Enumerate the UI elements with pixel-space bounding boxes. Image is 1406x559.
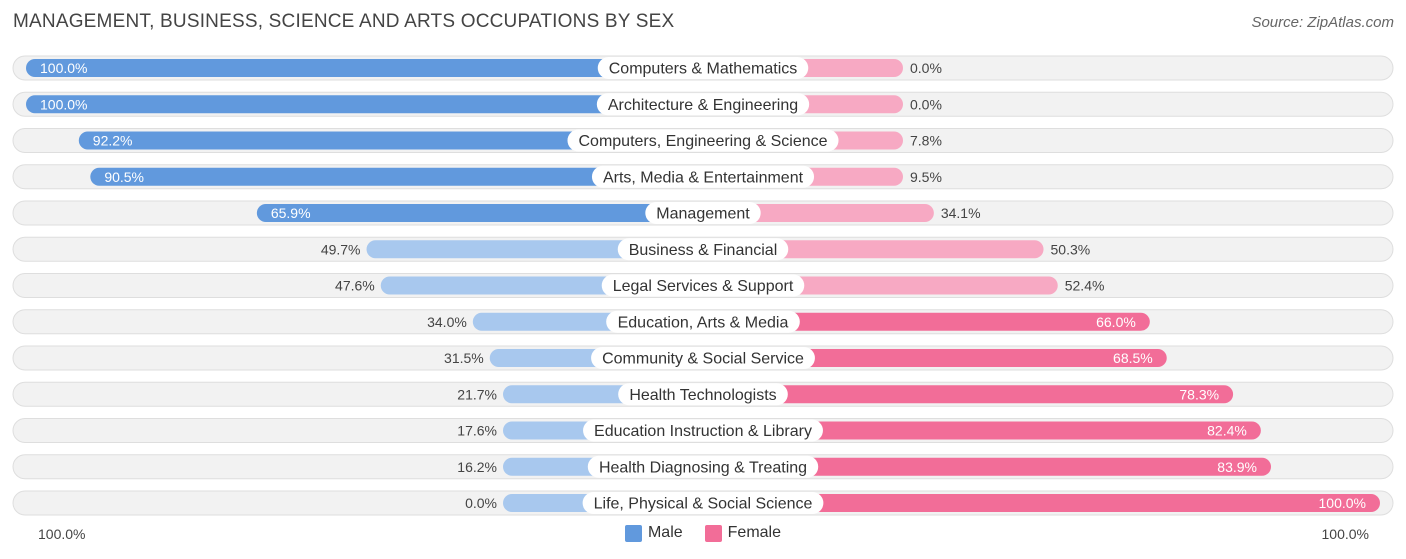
chart-title: MANAGEMENT, BUSINESS, SCIENCE AND ARTS O… <box>13 11 675 32</box>
chart-row[interactable]: Business & Financial 49.7% 50.3% <box>12 236 1394 262</box>
male-swatch <box>624 524 642 542</box>
male-value-label: 16.2% <box>457 459 497 475</box>
male-bar <box>26 59 703 77</box>
female-bar <box>703 349 1167 367</box>
female-bar <box>703 385 1234 404</box>
male-value-label: 90.5% <box>104 169 144 185</box>
category-pill <box>583 419 823 442</box>
male-bar <box>78 131 703 150</box>
legend: Male Female <box>0 524 1406 542</box>
chart-row[interactable]: Education, Arts & Media 34.0% 66.0% <box>12 309 1394 335</box>
category-label: Legal Services & Support <box>613 278 794 295</box>
legend-male-label: Male <box>647 524 683 541</box>
chart-row[interactable]: Computers, Engineering & Science 92.2% 7.8… <box>12 128 1394 153</box>
female-value-label: 34.1% <box>941 205 981 221</box>
category-label: Education Instruction & Library <box>594 423 812 440</box>
category-pill <box>645 202 761 224</box>
male-value-label: 49.7% <box>321 241 361 257</box>
category-label: Arts, Media & Entertainment <box>603 169 804 186</box>
female-bar <box>703 240 1044 259</box>
male-value-label: 47.6% <box>335 278 375 294</box>
female-bar <box>703 457 1272 476</box>
legend-item-female[interactable]: Female <box>704 524 782 542</box>
category-pill <box>601 274 805 297</box>
axis-left-label: 100.0% <box>38 526 86 542</box>
female-bar <box>703 312 1150 331</box>
male-value-label: 21.7% <box>457 386 497 402</box>
chart-row[interactable]: Architecture & Engineering 100.0% 0.0% <box>12 91 1394 117</box>
male-value-label: 0.0% <box>465 495 497 511</box>
female-bar <box>703 494 1380 512</box>
female-value-label: 52.4% <box>1065 278 1105 294</box>
category-label: Computers & Mathematics <box>609 61 798 78</box>
male-bar <box>90 167 703 186</box>
male-value-label: 17.6% <box>457 423 497 439</box>
category-pill <box>587 455 819 478</box>
male-value-label: 100.0% <box>40 96 87 112</box>
legend-item-male[interactable]: Male <box>624 524 683 542</box>
chart-row[interactable]: Education Instruction & Library 17.6% 82.4… <box>12 418 1394 443</box>
female-value-label: 0.0% <box>910 96 942 112</box>
female-value-label: 78.3% <box>1179 386 1219 402</box>
category-pill <box>597 57 809 79</box>
male-value-label: 100.0% <box>40 60 87 76</box>
female-value-label: 68.5% <box>1113 350 1153 366</box>
category-label: Education, Arts & Media <box>618 314 789 331</box>
category-label: Life, Physical & Social Science <box>594 496 813 513</box>
chart-row[interactable]: Community & Social Service 31.5% 68.5% <box>12 345 1394 371</box>
female-bar <box>703 204 934 222</box>
category-label: Computers, Engineering & Science <box>578 133 827 150</box>
category-pill <box>582 492 824 514</box>
chart-row[interactable]: Health Diagnosing & Treating 16.2% 83.9% <box>12 454 1394 480</box>
chart-row[interactable]: Computers & Mathematics 100.0% 0.0% <box>12 55 1394 81</box>
category-pill <box>618 383 788 406</box>
chart-row[interactable]: Management 65.9% 34.1% <box>12 200 1394 226</box>
source-label: Source: ZipAtlas.com <box>1251 14 1394 31</box>
axis-right-label: 100.0% <box>1321 526 1369 542</box>
male-value-label: 65.9% <box>271 205 311 221</box>
category-pill <box>591 165 815 188</box>
chart-row[interactable]: Legal Services & Support 47.6% 52.4% <box>12 273 1394 298</box>
male-bar <box>256 204 703 222</box>
category-label: Management <box>656 206 750 223</box>
female-value-label: 82.4% <box>1207 423 1247 439</box>
female-value-label: 50.3% <box>1051 241 1091 257</box>
category-label: Business & Financial <box>629 242 778 259</box>
chart-row[interactable]: Health Technologists 21.7% 78.3% <box>12 381 1394 407</box>
male-value-label: 31.5% <box>444 350 484 366</box>
legend-female-label: Female <box>727 524 782 541</box>
category-label: Architecture & Engineering <box>608 97 798 114</box>
chart-row[interactable]: Life, Physical & Social Science 0.0% 100.0… <box>12 490 1394 516</box>
female-value-label: 0.0% <box>910 60 942 76</box>
female-swatch <box>704 524 722 542</box>
category-pill <box>606 310 800 333</box>
male-bar <box>26 95 703 114</box>
male-value-label: 92.2% <box>93 133 133 149</box>
category-pill <box>617 238 789 261</box>
male-value-label: 34.0% <box>427 314 467 330</box>
category-pill <box>591 347 815 369</box>
category-label: Community & Social Service <box>602 351 804 368</box>
category-label: Health Diagnosing & Treating <box>599 459 807 476</box>
category-label: Health Technologists <box>629 387 776 404</box>
female-value-label: 7.8% <box>910 133 942 149</box>
category-pill <box>567 129 839 152</box>
female-value-label: 83.9% <box>1217 459 1257 475</box>
female-value-label: 66.0% <box>1096 314 1136 330</box>
category-pill <box>596 93 810 116</box>
chart-row[interactable]: Arts, Media & Entertainment 90.5% 9.5% <box>12 164 1394 190</box>
female-value-label: 9.5% <box>910 169 942 185</box>
female-bar <box>703 421 1261 440</box>
female-value-label: 100.0% <box>1319 495 1366 511</box>
